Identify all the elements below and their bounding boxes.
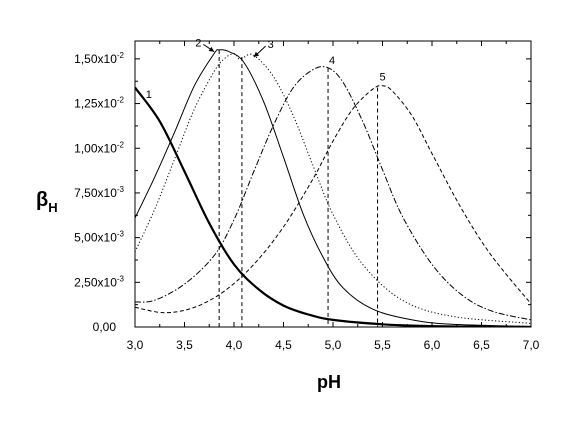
y-tick-label: 2,50x10-3 <box>74 274 124 289</box>
series-line-5 <box>135 85 531 314</box>
x-tick-label: 5,0 <box>325 338 342 352</box>
series-line-1 <box>135 86 531 327</box>
series-line-3 <box>135 53 531 324</box>
x-tick-label: 6,0 <box>424 338 441 352</box>
x-tick-label: 7,0 <box>523 338 540 352</box>
y-tick-exponent: -3 <box>117 185 125 194</box>
curve-label: 1 <box>146 89 152 101</box>
y-tick-exponent: -2 <box>117 51 125 60</box>
y-tick-exponent: -2 <box>117 96 125 105</box>
y-tick-exponent: -3 <box>117 230 125 239</box>
y-tick-mantissa: 1,00x10 <box>74 141 117 155</box>
x-tick-label: 6,5 <box>473 338 490 352</box>
x-tick-label: 5,5 <box>374 338 391 352</box>
y-tick-mantissa: 7,50x10 <box>74 186 117 200</box>
curve-label: 4 <box>329 55 335 67</box>
series-line-4 <box>135 66 531 321</box>
y-tick-label: 0,00 <box>93 320 117 334</box>
x-axis-title: pH <box>317 372 341 392</box>
x-tick-label: 4,5 <box>275 338 292 352</box>
x-tick-label: 3,5 <box>176 338 193 352</box>
y-axis-title: βH <box>36 189 58 215</box>
y-tick-mantissa: 2,50x10 <box>74 275 117 289</box>
y-tick-label: 5,00x10-3 <box>74 230 124 245</box>
curve-label: 5 <box>379 71 385 83</box>
x-tick-label: 3,0 <box>127 338 144 352</box>
y-tick-label: 1,00x10-2 <box>74 140 124 155</box>
y-tick-mantissa: 1,50x10 <box>74 52 117 66</box>
y-tick-mantissa: 0,00 <box>93 320 117 334</box>
y-tick-mantissa: 1,25x10 <box>74 97 117 111</box>
series-line-2 <box>135 49 531 327</box>
y-tick-label: 1,25x10-2 <box>74 96 124 111</box>
y-tick-label: 7,50x10-3 <box>74 185 124 200</box>
arrowhead-icon <box>208 46 215 52</box>
arrowhead-icon <box>253 51 260 58</box>
y-tick-label: 1,50x10-2 <box>74 51 124 66</box>
x-tick-label: 4,0 <box>226 338 243 352</box>
y-tick-exponent: -2 <box>117 140 125 149</box>
y-axis-title-symbol: β <box>36 189 48 211</box>
curve-label: 3 <box>268 39 274 51</box>
y-axis-title-subscript: H <box>48 200 57 215</box>
curve-label: 2 <box>195 37 201 49</box>
y-tick-exponent: -3 <box>117 274 125 283</box>
y-tick-mantissa: 5,00x10 <box>74 231 117 245</box>
plot-frame <box>134 40 532 328</box>
